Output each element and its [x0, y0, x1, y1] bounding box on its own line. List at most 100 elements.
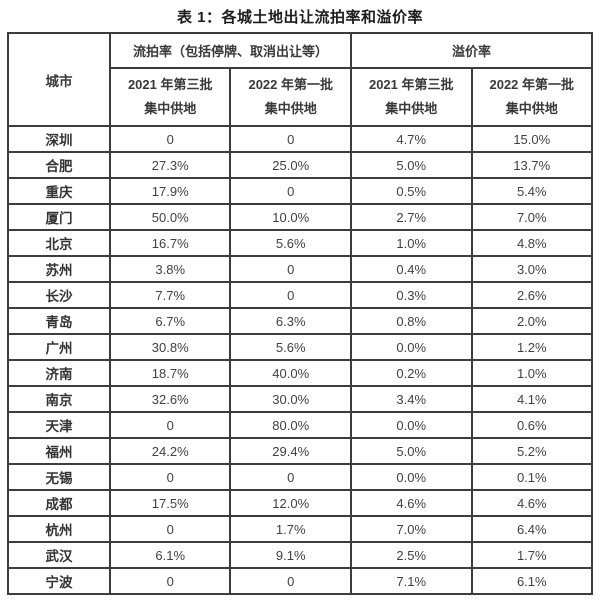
city-cell: 广州 [6, 333, 111, 361]
value-cell: 0 [108, 567, 232, 595]
value-cell: 10.0% [229, 203, 352, 231]
value-cell: 2.5% [350, 541, 473, 569]
value-cell: 25.0% [229, 151, 352, 179]
value-cell: 7.0% [350, 515, 473, 543]
table-row: 福州 24.2% 29.4% 5.0% 5.2% [6, 437, 594, 465]
sub-header-line1: 2022 年第一批 [248, 77, 334, 92]
value-cell: 4.1% [470, 385, 594, 413]
value-cell: 0 [229, 255, 352, 283]
value-cell: 7.7% [108, 281, 232, 309]
failure-2021-batch3-header: 2021 年第三批 集中供地 [108, 67, 232, 127]
city-cell: 宁波 [6, 567, 111, 595]
premium-2022-batch1-header: 2022 年第一批 集中供地 [470, 67, 594, 127]
value-cell: 0 [229, 463, 352, 491]
value-cell: 24.2% [108, 437, 232, 465]
value-cell: 12.0% [229, 489, 352, 517]
value-cell: 7.1% [350, 567, 473, 595]
sub-header-line1: 2021 年第三批 [368, 77, 454, 92]
sub-header-row: 2021 年第三批 集中供地 2022 年第一批 集中供地 2021 年第三批 … [8, 67, 594, 127]
table-row: 重庆 17.9% 0 0.5% 5.4% [6, 177, 594, 205]
value-cell: 17.5% [108, 489, 232, 517]
value-cell: 0.4% [350, 255, 473, 283]
table-row: 宁波 0 0 7.1% 6.1% [6, 567, 594, 595]
value-cell: 1.7% [229, 515, 352, 543]
value-cell: 0.1% [470, 463, 594, 491]
data-table: 城市 流拍率（包括停牌、取消出让等） 溢价率 2021 年第三批 集中供地 20… [6, 32, 594, 595]
table-row: 苏州 3.8% 0 0.4% 3.0% [6, 255, 594, 283]
city-cell: 长沙 [6, 281, 111, 309]
city-cell: 济南 [6, 359, 111, 387]
value-cell: 5.2% [470, 437, 594, 465]
value-cell: 15.0% [470, 125, 594, 153]
value-cell: 0.0% [350, 411, 473, 439]
value-cell: 0.0% [350, 333, 473, 361]
value-cell: 1.0% [350, 229, 473, 257]
value-cell: 5.0% [350, 151, 473, 179]
value-cell: 18.7% [108, 359, 232, 387]
value-cell: 0 [229, 567, 352, 595]
value-cell: 1.7% [470, 541, 594, 569]
table-row: 武汉 6.1% 9.1% 2.5% 1.7% [6, 541, 594, 569]
value-cell: 32.6% [108, 385, 232, 413]
value-cell: 0.8% [350, 307, 473, 335]
value-cell: 0 [108, 463, 232, 491]
sub-header-line2: 集中供地 [505, 101, 558, 116]
city-cell: 福州 [6, 437, 111, 465]
value-cell: 4.6% [350, 489, 473, 517]
value-cell: 9.1% [229, 541, 352, 569]
value-cell: 0 [108, 515, 232, 543]
value-cell: 5.6% [229, 229, 352, 257]
value-cell: 1.0% [470, 359, 594, 387]
value-cell: 4.8% [470, 229, 594, 257]
table-row: 南京 32.6% 30.0% 3.4% 4.1% [6, 385, 594, 413]
value-cell: 2.6% [470, 281, 594, 309]
sub-header-line1: 2021 年第三批 [127, 77, 213, 92]
sub-header-line1: 2022 年第一批 [489, 77, 575, 92]
value-cell: 3.8% [108, 255, 232, 283]
value-cell: 6.3% [229, 307, 352, 335]
premium-2021-batch3-header: 2021 年第三批 集中供地 [350, 67, 473, 127]
value-cell: 4.6% [470, 489, 594, 517]
table-row: 合肥 27.3% 25.0% 5.0% 13.7% [6, 151, 594, 179]
city-cell: 厦门 [6, 203, 111, 231]
value-cell: 0.0% [350, 463, 473, 491]
value-cell: 6.4% [470, 515, 594, 543]
city-cell: 苏州 [6, 255, 111, 283]
value-cell: 0 [229, 177, 352, 205]
value-cell: 0 [108, 125, 232, 153]
value-cell: 6.7% [108, 307, 232, 335]
value-cell: 17.9% [108, 177, 232, 205]
sub-header-line2: 集中供地 [385, 101, 438, 116]
city-cell: 深圳 [6, 125, 111, 153]
value-cell: 3.0% [470, 255, 594, 283]
table-row: 青岛 6.7% 6.3% 0.8% 2.0% [6, 307, 594, 335]
value-cell: 5.6% [229, 333, 352, 361]
city-cell: 成都 [6, 489, 111, 517]
value-cell: 0 [108, 411, 232, 439]
table-title: 表 1：各城土地出让流拍率和溢价率 [176, 9, 423, 26]
value-cell: 0.5% [350, 177, 473, 205]
sub-header-line2: 集中供地 [144, 101, 197, 116]
value-cell: 3.4% [350, 385, 473, 413]
value-cell: 50.0% [108, 203, 232, 231]
value-cell: 0.2% [350, 359, 473, 387]
table-row: 成都 17.5% 12.0% 4.6% 4.6% [6, 489, 594, 517]
value-cell: 0 [229, 125, 352, 153]
failure-rate-group-header: 流拍率（包括停牌、取消出让等） [108, 32, 353, 69]
value-cell: 40.0% [229, 359, 352, 387]
value-cell: 29.4% [229, 437, 352, 465]
value-cell: 7.0% [470, 203, 594, 231]
table-row: 广州 30.8% 5.6% 0.0% 1.2% [6, 333, 594, 361]
table-row: 长沙 7.7% 0 0.3% 2.6% [6, 281, 594, 309]
city-cell: 合肥 [6, 151, 111, 179]
city-cell: 南京 [6, 385, 111, 413]
city-cell: 杭州 [6, 515, 111, 543]
table-row: 济南 18.7% 40.0% 0.2% 1.0% [6, 359, 594, 387]
city-cell: 武汉 [6, 541, 111, 569]
value-cell: 30.0% [229, 385, 352, 413]
value-cell: 2.7% [350, 203, 473, 231]
premium-rate-group-header: 溢价率 [349, 32, 594, 69]
value-cell: 1.2% [470, 333, 594, 361]
city-cell: 青岛 [6, 307, 111, 335]
